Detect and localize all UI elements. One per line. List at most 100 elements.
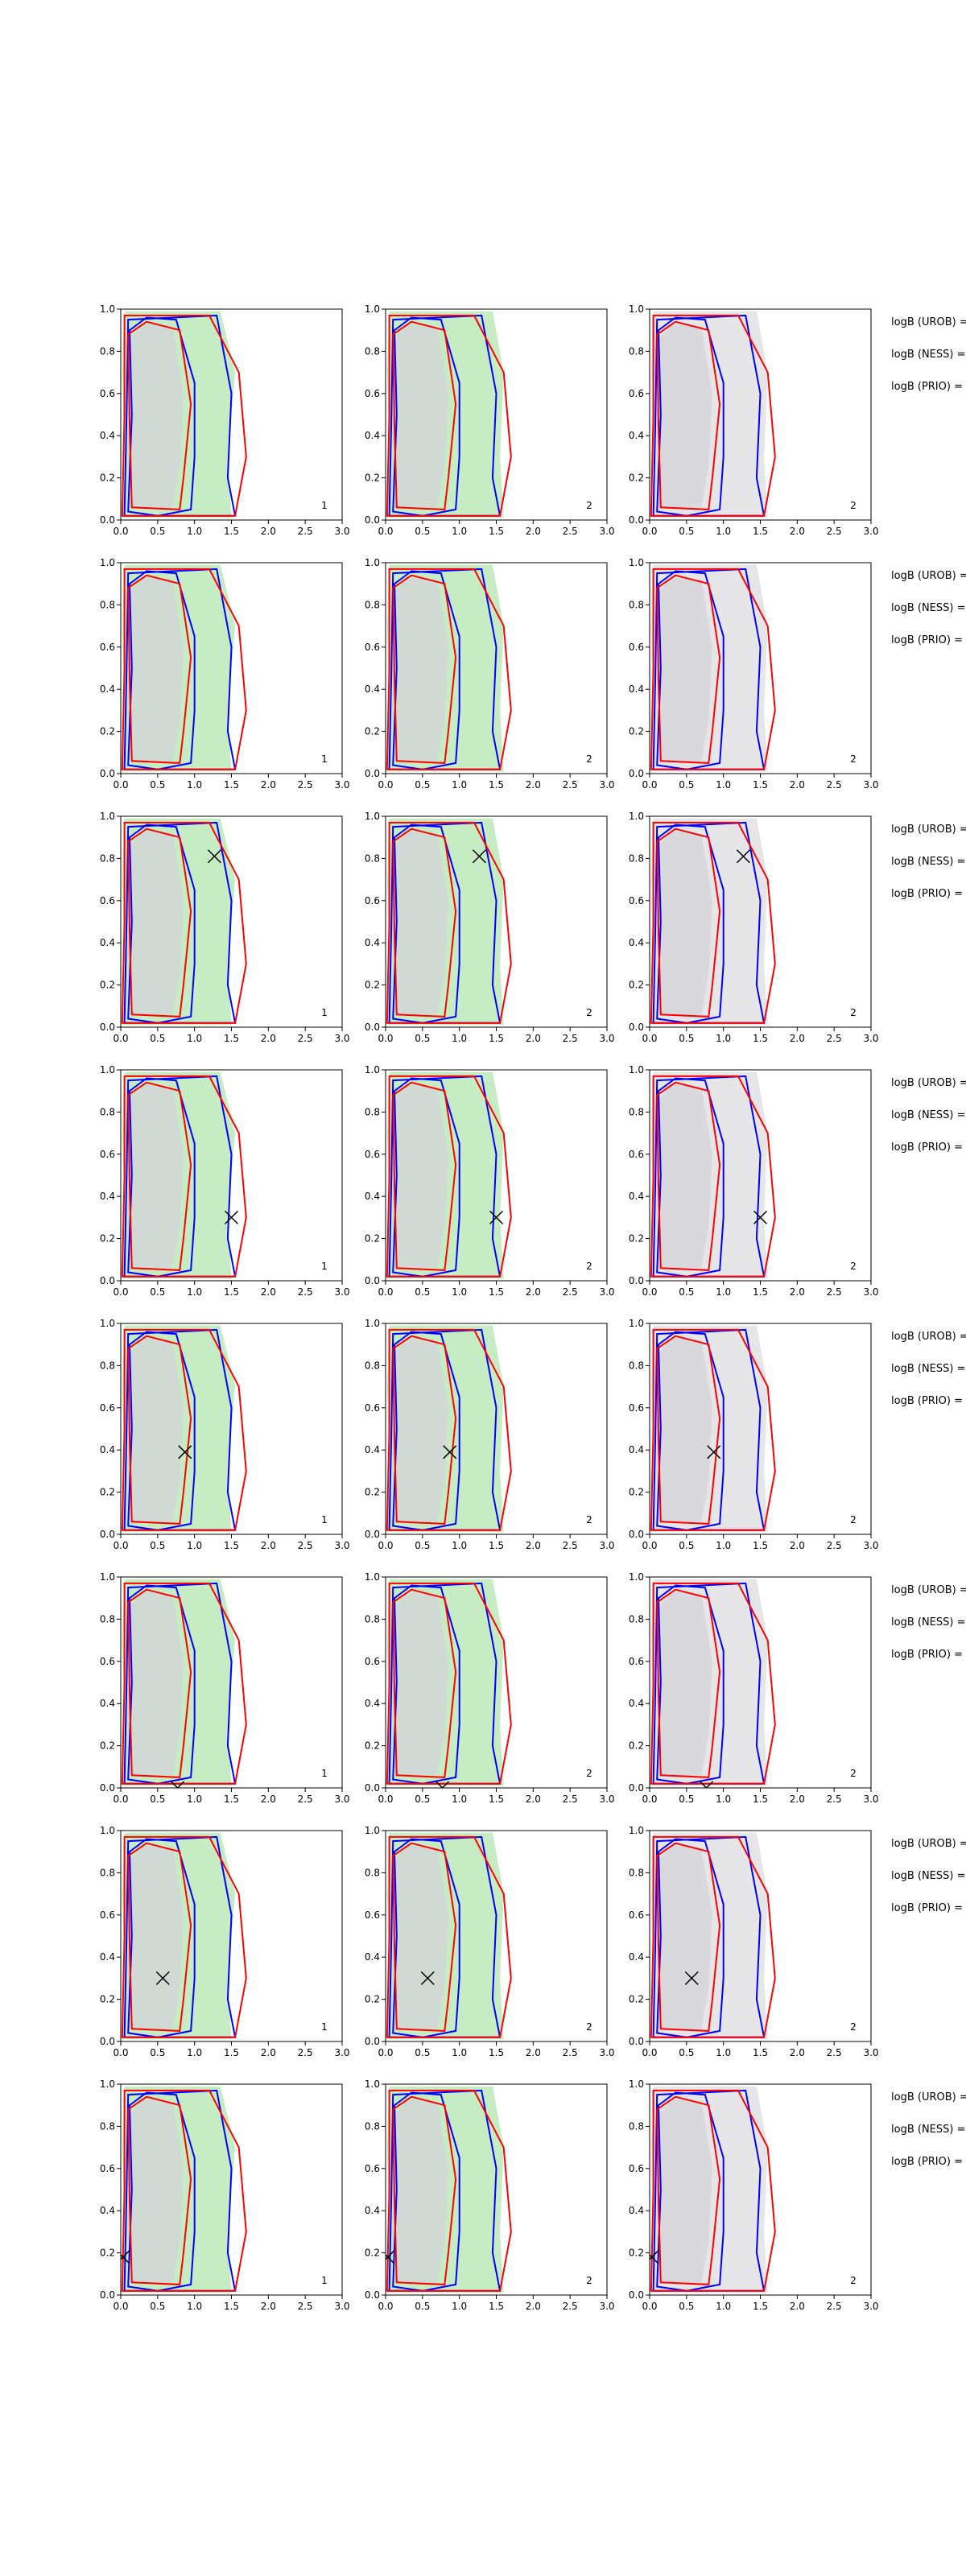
x-tick-label: 0.0 — [113, 526, 128, 537]
y-tick-label: 1.0 — [629, 811, 644, 822]
logb-label: logB (PRIO) = — [891, 1902, 963, 1914]
x-tick-label: 2.5 — [827, 1033, 842, 1044]
y-tick-label: 0.2 — [365, 1487, 380, 1498]
y-tick-label: 0.0 — [100, 1782, 115, 1794]
red-contour-outer — [386, 568, 512, 770]
x-tick-label: 0.5 — [415, 2301, 430, 2312]
x-tick-label: 2.5 — [827, 1540, 842, 1551]
true-value-marker — [736, 849, 750, 864]
plot-area — [121, 818, 247, 1026]
x-tick-label: 1.0 — [452, 1286, 467, 1298]
red-contour-inner — [127, 2095, 192, 2285]
blue-contour-inner — [392, 1077, 460, 1278]
blue-contour-inner — [127, 824, 196, 1024]
blue-contour-inner — [127, 316, 196, 517]
posterior-core-region — [657, 324, 712, 508]
x-tick-label: 2.5 — [298, 779, 313, 791]
x-tick-label: 2.0 — [261, 1033, 276, 1044]
y-tick-label: 0.0 — [629, 768, 644, 779]
x-tick-label: 2.5 — [827, 1286, 842, 1298]
red-contour-inner — [392, 1081, 457, 1271]
x-tick-label: 2.5 — [827, 1794, 842, 1805]
marker-stroke — [736, 849, 750, 864]
red-contour-inner — [392, 320, 457, 510]
marker-stroke — [443, 1445, 457, 1459]
panel-label: 2 — [586, 1007, 592, 1018]
x-tick-label: 1.0 — [452, 1540, 467, 1551]
marker-stroke — [176, 1781, 185, 1788]
x-tick-label: 2.5 — [563, 1794, 578, 1805]
blue-contour-outer — [652, 2089, 766, 2292]
y-tick-label: 0.6 — [629, 1402, 644, 1414]
blue-contour-outer — [388, 568, 502, 770]
x-tick-label: 0.0 — [642, 526, 657, 537]
panel-label: 1 — [321, 2275, 328, 2286]
x-tick-label: 1.0 — [716, 1794, 731, 1805]
y-tick-label: 0.4 — [629, 2205, 644, 2216]
y-tick-label: 0.0 — [100, 1022, 115, 1033]
x-tick-label: 2.5 — [298, 2047, 313, 2058]
blue-contour-outer — [123, 1328, 237, 1531]
red-contour-outer — [650, 1075, 776, 1278]
y-tick-label: 0.8 — [365, 1106, 380, 1117]
plot-area — [121, 1071, 247, 1279]
subplot: 0.0 0.5 1.0 1.5 2.0 2.5 3.0 0.0 0.2 0.4 0.6 0.8 1.0 2 — [629, 557, 879, 791]
y-tick-label: 0.2 — [629, 473, 644, 484]
y-tick-label: 0.6 — [100, 1909, 115, 1921]
red-contour-outer — [121, 314, 247, 517]
true-value-marker — [121, 2250, 130, 2264]
x-tick-label: 0.0 — [642, 2047, 657, 2058]
y-tick-label: 0.2 — [100, 980, 115, 991]
logb-label: logB (PRIO) = — [891, 2156, 963, 2168]
red-contour-outer — [121, 1328, 247, 1531]
y-tick-label: 0.4 — [100, 937, 115, 948]
true-value-marker — [684, 1971, 699, 1985]
posterior-core-region — [393, 1084, 448, 1269]
posterior-core-region — [393, 2099, 448, 2283]
posterior-core-region — [128, 831, 184, 1015]
logb-label: logB (NESS) = — [891, 856, 965, 868]
marker-stroke — [171, 1781, 179, 1788]
x-tick-label: 0.5 — [679, 1794, 694, 1805]
marker-stroke — [420, 1971, 435, 1985]
y-tick-label: 1.0 — [100, 1064, 115, 1075]
x-tick-label: 2.0 — [790, 779, 805, 791]
marker-stroke — [224, 1210, 239, 1224]
y-tick-label: 1.0 — [629, 2079, 644, 2090]
y-tick-label: 0.0 — [629, 2036, 644, 2047]
y-tick-label: 0.2 — [100, 1233, 115, 1245]
y-tick-label: 0.2 — [100, 1994, 115, 2005]
y-tick-label: 0.2 — [629, 1233, 644, 1245]
y-tick-label: 0.2 — [365, 2248, 380, 2259]
x-tick-label: 2.0 — [790, 1540, 805, 1551]
panel-row: 0.0 0.5 1.0 1.5 2.0 2.5 3.0 0.0 0.2 0.4 0.6 0.8 1.0 1… — [100, 811, 966, 1044]
panel-label: 1 — [321, 1768, 328, 1779]
x-tick-label: 2.5 — [563, 779, 578, 791]
x-tick-label: 1.5 — [489, 779, 504, 791]
blue-contour-outer — [652, 1075, 766, 1278]
x-tick-label: 2.0 — [526, 2301, 541, 2312]
red-contour-outer — [121, 1582, 247, 1785]
y-tick-label: 0.6 — [629, 1909, 644, 1921]
plot-area — [386, 1832, 512, 2040]
panel-label: 2 — [850, 2275, 857, 2286]
x-tick-label: 0.5 — [415, 779, 430, 791]
x-tick-label: 0.5 — [415, 1540, 430, 1551]
true-value-marker — [171, 1781, 185, 1788]
logb-label: logB (UROB) = — [891, 1584, 966, 1596]
x-tick-label: 0.0 — [642, 2301, 657, 2312]
true-value-marker — [386, 2250, 395, 2264]
marker-stroke — [753, 1210, 768, 1224]
plot-area — [650, 1071, 776, 1279]
x-tick-label: 1.0 — [187, 1540, 202, 1551]
blue-contour-inner — [656, 1077, 724, 1278]
plot-area — [121, 1579, 247, 1788]
x-tick-label: 2.5 — [827, 526, 842, 537]
y-tick-label: 0.2 — [629, 1740, 644, 1752]
panel-label: 1 — [321, 1514, 328, 1525]
true-value-marker — [489, 1210, 504, 1224]
x-tick-label: 3.0 — [599, 779, 614, 791]
marker-stroke — [650, 2250, 659, 2260]
x-tick-label: 1.0 — [452, 2301, 467, 2312]
